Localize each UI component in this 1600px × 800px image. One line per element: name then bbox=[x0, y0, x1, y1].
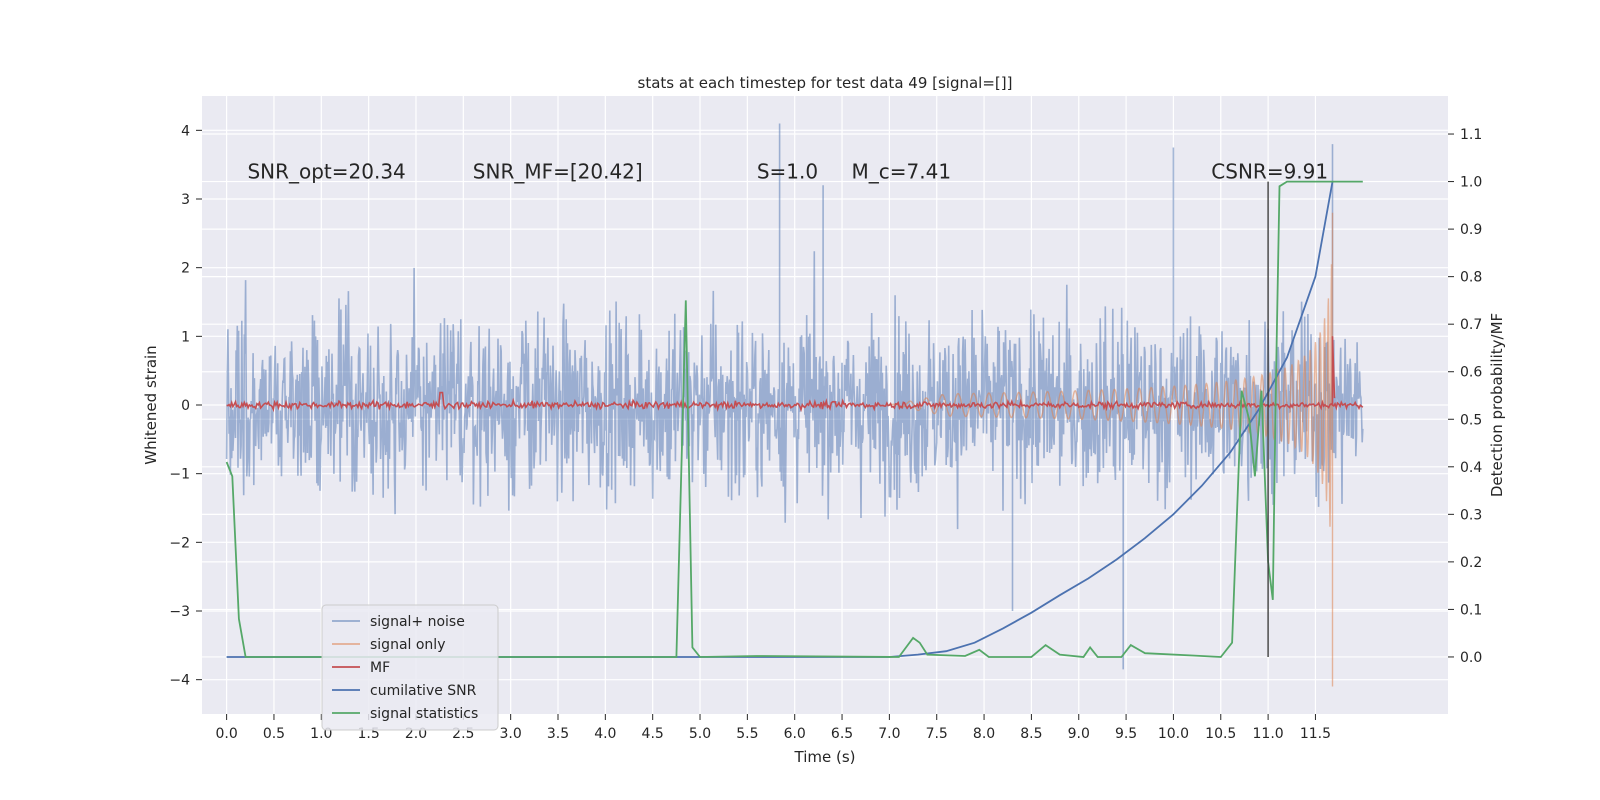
signal-statistics-line bbox=[225, 180, 1363, 658]
x-tick-label: 0.5 bbox=[263, 726, 285, 742]
annotation-label: M_c=7.41 bbox=[852, 159, 952, 183]
y-axis-label: Whitened strain bbox=[142, 345, 160, 464]
x-tick-label: 3.5 bbox=[547, 726, 569, 742]
mf-series bbox=[226, 336, 1364, 413]
y-axis-ticks: 4 3 2 1 0 −1 −2 −3 −4 bbox=[169, 123, 202, 689]
cumulative-snr-line bbox=[226, 181, 1334, 658]
y2-tick-label: 0.5 bbox=[1460, 412, 1482, 428]
y-tick-label: −4 bbox=[169, 673, 190, 689]
annotation-label: S=1.0 bbox=[757, 159, 818, 183]
x-tick-label: 11.5 bbox=[1300, 726, 1331, 742]
annotation-label: SNR_opt=20.34 bbox=[247, 159, 405, 183]
y-tick-label: −3 bbox=[169, 604, 190, 620]
line-series bbox=[225, 180, 1363, 658]
y2-tick-label: 0.3 bbox=[1460, 507, 1482, 523]
x-tick-label: 10.0 bbox=[1158, 726, 1189, 742]
y2-tick-label: 0.1 bbox=[1460, 602, 1482, 618]
y2-tick-label: 0.4 bbox=[1460, 460, 1482, 476]
x-tick-label: 9.5 bbox=[1115, 726, 1137, 742]
y2-tick-label: 0.0 bbox=[1460, 650, 1482, 666]
legend-box bbox=[321, 604, 499, 731]
legend-label: MF bbox=[370, 660, 390, 676]
annotations: SNR_opt=20.34 SNR_MF=[20.42] S=1.0 M_c=7.41… bbox=[247, 159, 1328, 183]
x-tick-label: 3.0 bbox=[500, 726, 522, 742]
annotation-label: CSNR=9.91 bbox=[1211, 159, 1328, 183]
x-tick-label: 11.0 bbox=[1253, 726, 1284, 742]
y-tick-label: 0 bbox=[181, 398, 190, 414]
x-axis-label: Time (s) bbox=[794, 748, 856, 766]
legend-label: cumilative SNR bbox=[370, 683, 477, 699]
x-tick-label: 4.0 bbox=[594, 726, 616, 742]
y2-axis-ticks: 1.1 1.0 0.9 0.8 0.7 0.6 0.5 0.4 0.3 0.2 0.1 0.0 bbox=[1448, 127, 1482, 666]
legend-label: signal statistics bbox=[370, 706, 478, 722]
legend-label: signal only bbox=[370, 637, 445, 653]
x-tick-label: 5.5 bbox=[736, 726, 758, 742]
x-tick-label: 7.0 bbox=[878, 726, 900, 742]
x-tick-label: 8.0 bbox=[973, 726, 995, 742]
y2-tick-label: 1.1 bbox=[1460, 127, 1482, 143]
x-tick-label: 10.5 bbox=[1205, 726, 1236, 742]
x-tick-label: 5.0 bbox=[689, 726, 711, 742]
y2-tick-label: 0.8 bbox=[1460, 270, 1482, 286]
x-tick-label: 6.5 bbox=[831, 726, 853, 742]
grid bbox=[202, 96, 1448, 714]
y2-tick-label: 0.2 bbox=[1460, 555, 1482, 571]
x-axis-ticks: 0.0 0.5 1.0 1.5 2.0 2.5 3.0 3.5 4.0 4.5 5.0 5.5 6.0 6… bbox=[215, 714, 1331, 742]
y2-tick-label: 0.9 bbox=[1460, 222, 1482, 238]
y-tick-label: −1 bbox=[169, 467, 190, 483]
x-tick-label: 8.5 bbox=[1020, 726, 1042, 742]
legend: signal+ noise signal only MF cumilative SNR… bbox=[321, 604, 499, 731]
y2-axis-label: Detection probability/MF bbox=[1488, 313, 1506, 497]
mf-line bbox=[226, 336, 1364, 413]
y-tick-label: 3 bbox=[181, 192, 190, 208]
y-tick-label: −2 bbox=[169, 535, 190, 551]
y-tick-label: 4 bbox=[181, 123, 190, 139]
y-tick-label: 1 bbox=[181, 329, 190, 345]
x-tick-label: 0.0 bbox=[215, 726, 237, 742]
x-tick-label: 4.5 bbox=[642, 726, 664, 742]
annotation-label: SNR_MF=[20.42] bbox=[473, 159, 643, 183]
x-tick-label: 9.0 bbox=[1068, 726, 1090, 742]
y2-tick-label: 1.0 bbox=[1460, 175, 1482, 191]
chart-title: stats at each timestep for test data 49 … bbox=[638, 74, 1013, 92]
legend-label: signal+ noise bbox=[370, 614, 465, 630]
x-tick-label: 6.0 bbox=[784, 726, 806, 742]
x-tick-label: 7.5 bbox=[926, 726, 948, 742]
y-tick-label: 2 bbox=[181, 261, 190, 277]
y2-tick-label: 0.7 bbox=[1460, 317, 1482, 333]
y2-tick-label: 0.6 bbox=[1460, 365, 1482, 381]
